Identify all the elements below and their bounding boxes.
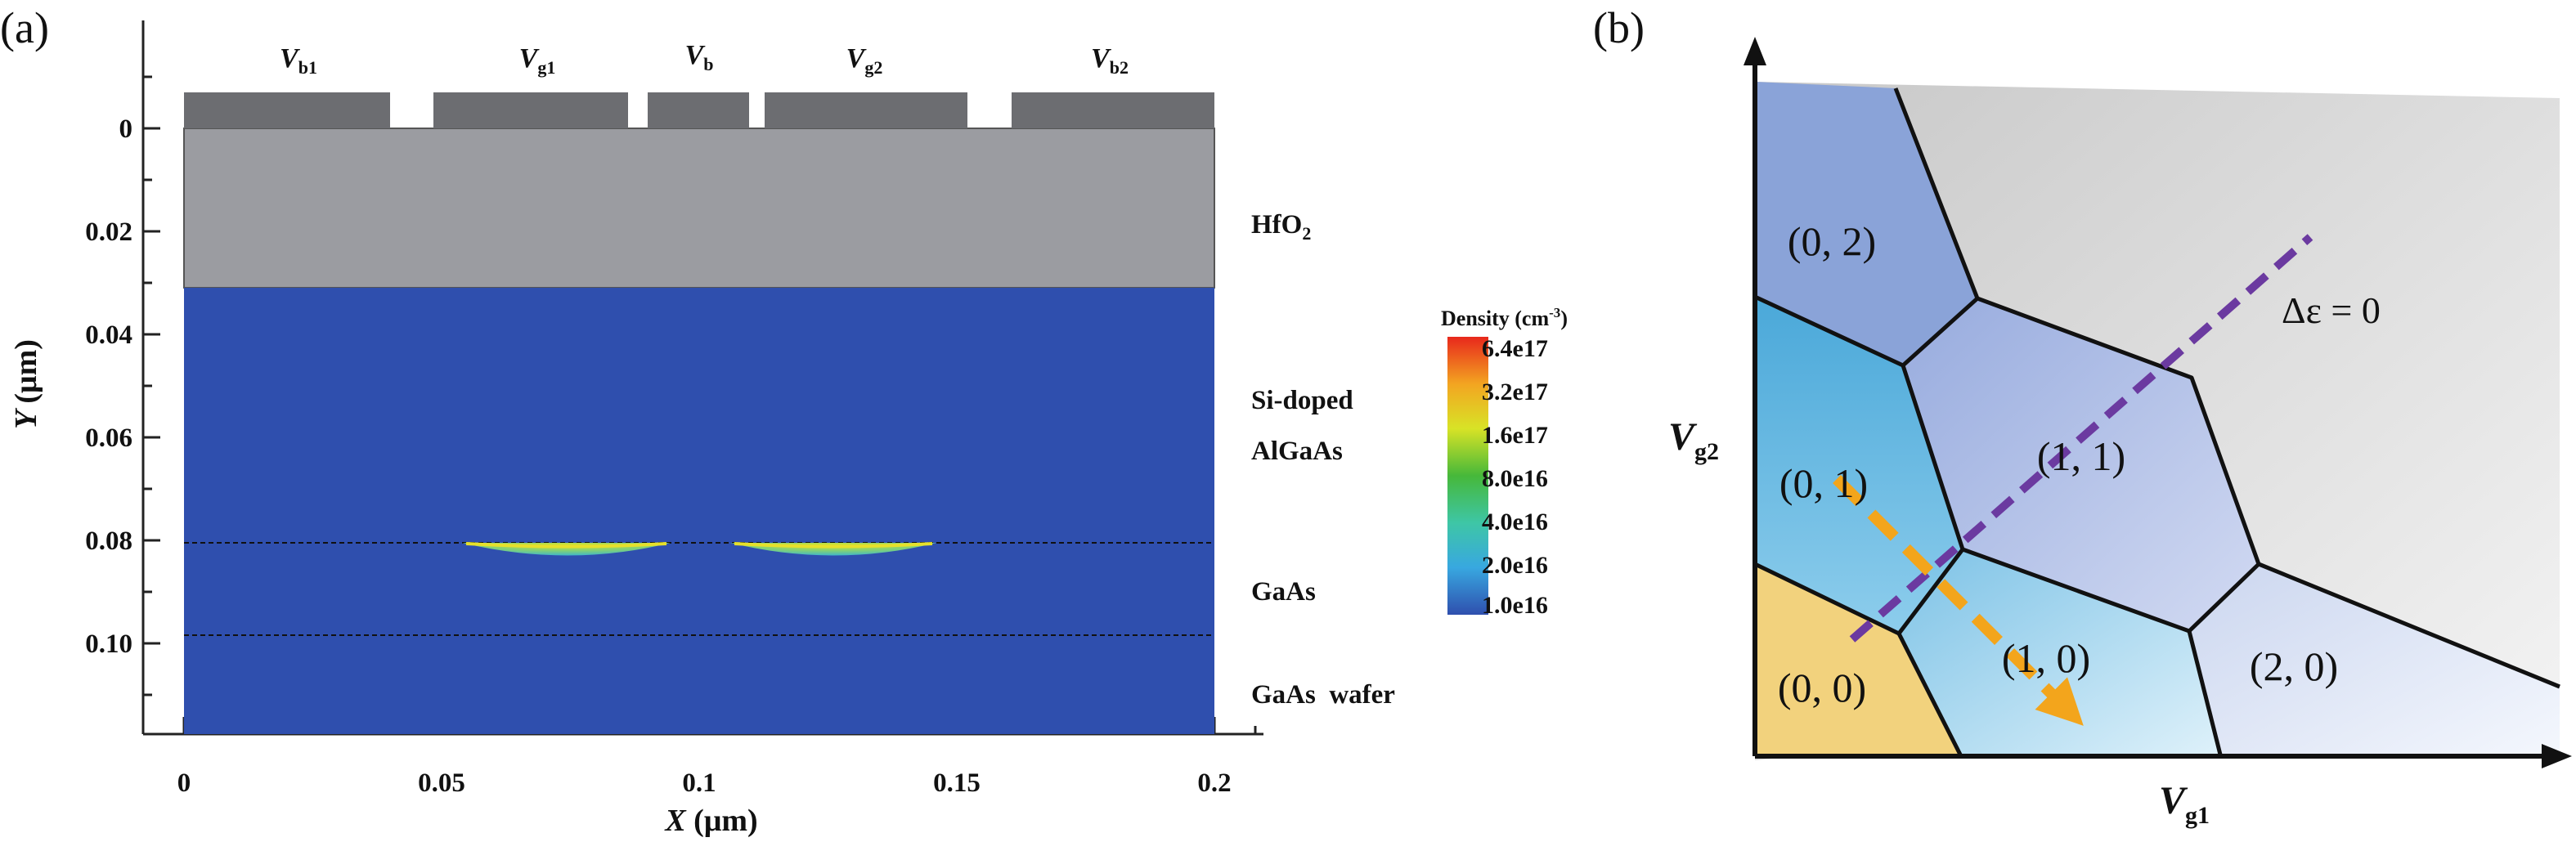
gate-vg2	[765, 92, 967, 128]
region-0-0	[1755, 564, 1960, 755]
gate-vb	[648, 92, 749, 128]
dot-left-peak	[465, 542, 667, 549]
vg2-axis-label: Vg2	[1668, 415, 1719, 465]
y-axis-title: Y (μm)	[9, 339, 43, 429]
x-tick-label: 0.15	[933, 768, 981, 798]
legend-entry: 4.0e16	[1482, 508, 1548, 535]
charge-boundaries	[1753, 87, 2560, 756]
layer-label-gaas: GaAs	[1251, 577, 1316, 607]
vg1-axis-label: Vg1	[2159, 779, 2210, 829]
detuning-annotation: Δε = 0	[2282, 289, 2381, 331]
gate-vb1	[184, 92, 390, 128]
region-label: (0, 0)	[1778, 665, 1866, 710]
x-tick-label: 0.2	[1197, 768, 1231, 798]
layer-label-wafer: GaAs wafer	[1251, 680, 1395, 710]
vg2-axis-arrowhead	[1744, 37, 1766, 65]
gate-label-vb2: Vb2	[1091, 43, 1129, 78]
y-tick-label: 0.04	[85, 320, 132, 350]
x-tick-label: 0	[177, 768, 191, 798]
y-tick-label: 0.10	[85, 629, 132, 659]
density-legend: Density (cm-3) 6.4e17 3.2e17 1.6e17 8.0e…	[1441, 305, 1568, 619]
y-tick-label: 0.02	[85, 217, 132, 247]
region-1-0	[1899, 549, 2220, 755]
y-tick-label: 0.06	[85, 423, 132, 453]
x-axis-title: X (μm)	[664, 804, 757, 838]
panel-b-axes	[1752, 51, 2551, 759]
legend-entry: 3.2e17	[1482, 378, 1548, 405]
legend-title: Density (cm-3)	[1441, 305, 1568, 330]
transition-arrow	[1833, 475, 2084, 726]
y-tick-label: 0.08	[85, 526, 132, 556]
region-2-0	[2189, 564, 2560, 757]
vg1-axis-arrowhead	[2542, 744, 2572, 768]
region-1-1	[1903, 298, 2259, 631]
layer-label-algaas: AlGaAs	[1251, 437, 1343, 466]
y-tick-labels: 0 0.02 0.04 0.06 0.08 0.10	[85, 114, 132, 659]
region-label: (0, 2)	[1788, 218, 1876, 264]
gate-label-vg2: Vg2	[846, 43, 883, 78]
region-0-2	[1755, 82, 1977, 365]
panel-a-label: (a)	[0, 3, 49, 52]
gate-vg1	[433, 92, 628, 128]
layer-label-si-doped: Si-doped	[1251, 386, 1353, 415]
x-tick-labels: 0 0.05 0.1 0.15 0.2	[177, 768, 1232, 798]
legend-entry: 8.0e16	[1482, 465, 1548, 492]
region-label: (1, 0)	[2002, 635, 2090, 681]
gate-label-vb: Vb	[685, 40, 714, 74]
x-tick-label: 0.05	[418, 768, 465, 798]
region-label: (0, 1)	[1779, 460, 1868, 506]
algaas-gaas-substrate	[184, 288, 1214, 734]
dot-right-peak	[734, 542, 933, 549]
y-axis-ticks	[143, 75, 160, 696]
panel-a: (a)	[0, 3, 1568, 838]
gate-electrodes	[184, 92, 1214, 128]
panel-b: (b) (0, 2)	[1593, 3, 2572, 829]
gate-label-vb1: Vb1	[280, 43, 317, 78]
hfo2-layer	[183, 128, 1215, 289]
detuning-zero-line	[1849, 234, 2313, 643]
x-tick-label: 0.1	[682, 768, 716, 798]
legend-entry: 1.6e17	[1482, 422, 1548, 449]
gate-label-vg1: Vg1	[519, 43, 556, 78]
region-label: (1, 1)	[2037, 433, 2125, 479]
panel-b-label: (b)	[1593, 3, 1645, 52]
legend-entry: 1.0e16	[1482, 592, 1548, 619]
y-tick-label: 0	[119, 114, 133, 144]
region-label: (2, 0)	[2250, 643, 2338, 689]
gate-vb2	[1012, 92, 1214, 128]
legend-colorbar	[1447, 337, 1488, 615]
legend-entry: 2.0e16	[1482, 552, 1548, 579]
layer-label-hfo2: HfO2	[1251, 210, 1311, 244]
legend-entry: 6.4e17	[1482, 335, 1548, 362]
